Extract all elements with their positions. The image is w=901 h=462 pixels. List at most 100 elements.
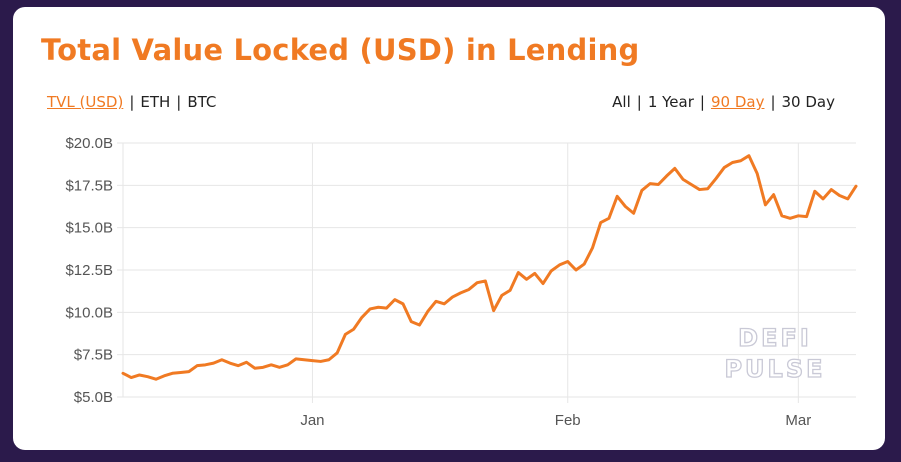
- tvl-data-point[interactable]: [341, 330, 349, 338]
- tvl-data-point[interactable]: [761, 201, 769, 209]
- range-option-all[interactable]: All: [612, 93, 631, 111]
- tvl-data-point[interactable]: [325, 356, 333, 364]
- x-tick-label: Feb: [555, 412, 581, 429]
- tvl-data-point[interactable]: [778, 212, 786, 220]
- tvl-data-point[interactable]: [720, 164, 728, 172]
- tvl-data-point[interactable]: [728, 158, 736, 166]
- tvl-data-point[interactable]: [531, 269, 539, 277]
- tvl-data-point[interactable]: [564, 258, 572, 266]
- tvl-data-point[interactable]: [836, 191, 844, 199]
- tvl-data-point[interactable]: [119, 369, 127, 377]
- tvl-data-point[interactable]: [556, 261, 564, 269]
- tvl-data-point[interactable]: [275, 363, 283, 371]
- tvl-data-point[interactable]: [712, 175, 720, 183]
- tvl-data-point[interactable]: [308, 357, 316, 365]
- tvl-data-point[interactable]: [473, 279, 481, 287]
- tvl-data-point[interactable]: [432, 297, 440, 305]
- tvl-data-point[interactable]: [210, 359, 218, 367]
- tvl-data-point[interactable]: [605, 214, 613, 222]
- tvl-data-point[interactable]: [844, 195, 852, 203]
- tvl-data-point[interactable]: [679, 175, 687, 183]
- chart-card: Total Value Locked (USD) in Lending TVL …: [13, 7, 885, 450]
- tvl-data-point[interactable]: [498, 291, 506, 299]
- tvl-data-point[interactable]: [621, 203, 629, 211]
- tvl-data-point[interactable]: [383, 304, 391, 312]
- tvl-data-point[interactable]: [687, 180, 695, 188]
- tvl-data-point[interactable]: [177, 368, 185, 376]
- tvl-data-point[interactable]: [547, 267, 555, 275]
- tvl-data-point[interactable]: [144, 373, 152, 381]
- range-option-90-day[interactable]: 90 Day: [710, 93, 765, 111]
- tvl-data-point[interactable]: [523, 275, 531, 283]
- tvl-data-point[interactable]: [852, 182, 860, 190]
- currency-option-tvl-usd[interactable]: TVL (USD): [47, 93, 124, 111]
- tvl-data-point[interactable]: [613, 192, 621, 200]
- currency-option-btc[interactable]: BTC: [187, 93, 217, 111]
- tvl-data-point[interactable]: [234, 362, 242, 370]
- tvl-data-point[interactable]: [374, 303, 382, 311]
- tvl-data-point[interactable]: [415, 321, 423, 329]
- tvl-data-point[interactable]: [185, 368, 193, 376]
- tvl-data-point[interactable]: [539, 280, 547, 288]
- tvl-data-point[interactable]: [350, 325, 358, 333]
- tvl-data-point[interactable]: [819, 195, 827, 203]
- tvl-data-point[interactable]: [506, 286, 514, 294]
- tvl-data-point[interactable]: [786, 214, 794, 222]
- tvl-data-point[interactable]: [333, 349, 341, 357]
- tvl-data-point[interactable]: [465, 285, 473, 293]
- tvl-data-point[interactable]: [654, 180, 662, 188]
- tvl-data-point[interactable]: [481, 277, 489, 285]
- tvl-data-point[interactable]: [424, 307, 432, 315]
- tvl-data-point[interactable]: [770, 191, 778, 199]
- tvl-data-point[interactable]: [292, 355, 300, 363]
- tvl-data-point[interactable]: [457, 289, 465, 297]
- y-tick-label: $15.0B: [65, 220, 113, 237]
- tvl-data-point[interactable]: [193, 362, 201, 370]
- tvl-data-point[interactable]: [127, 374, 135, 382]
- tvl-data-point[interactable]: [696, 186, 704, 194]
- tvl-data-point[interactable]: [391, 296, 399, 304]
- tvl-data-point[interactable]: [514, 269, 522, 277]
- tvl-data-point[interactable]: [827, 186, 835, 194]
- tvl-data-point[interactable]: [811, 187, 819, 195]
- range-option-30-day[interactable]: 30 Day: [781, 93, 835, 111]
- tvl-data-point[interactable]: [201, 361, 209, 369]
- tvl-data-point[interactable]: [597, 219, 605, 227]
- tvl-data-point[interactable]: [745, 152, 753, 160]
- tvl-data-point[interactable]: [399, 300, 407, 308]
- tvl-data-point[interactable]: [358, 313, 366, 321]
- currency-option-eth[interactable]: ETH: [140, 93, 171, 111]
- tvl-data-point[interactable]: [753, 169, 761, 177]
- tvl-data-point[interactable]: [737, 157, 745, 165]
- tvl-data-point[interactable]: [152, 375, 160, 383]
- tvl-data-point[interactable]: [317, 357, 325, 365]
- tvl-data-point[interactable]: [588, 244, 596, 252]
- tvl-data-point[interactable]: [366, 305, 374, 313]
- tvl-data-point[interactable]: [803, 213, 811, 221]
- tvl-data-point[interactable]: [580, 260, 588, 268]
- tvl-data-point[interactable]: [259, 363, 267, 371]
- tvl-data-point[interactable]: [135, 371, 143, 379]
- tvl-data-point[interactable]: [407, 318, 415, 326]
- tvl-data-point[interactable]: [630, 209, 638, 217]
- tvl-data-point[interactable]: [243, 358, 251, 366]
- tvl-data-point[interactable]: [267, 361, 275, 369]
- tvl-data-point[interactable]: [168, 369, 176, 377]
- tvl-data-point[interactable]: [572, 266, 580, 274]
- tvl-data-point[interactable]: [638, 186, 646, 194]
- tvl-data-point[interactable]: [251, 364, 259, 372]
- tvl-data-point[interactable]: [300, 356, 308, 364]
- tvl-data-point[interactable]: [284, 361, 292, 369]
- tvl-data-point[interactable]: [490, 307, 498, 315]
- tvl-data-point[interactable]: [226, 359, 234, 367]
- tvl-data-point[interactable]: [160, 372, 168, 380]
- tvl-data-point[interactable]: [448, 293, 456, 301]
- tvl-data-point[interactable]: [794, 212, 802, 220]
- tvl-data-point[interactable]: [440, 300, 448, 308]
- range-option-1-year[interactable]: 1 Year: [647, 93, 694, 111]
- tvl-data-point[interactable]: [646, 180, 654, 188]
- tvl-data-point[interactable]: [218, 356, 226, 364]
- tvl-data-point[interactable]: [663, 172, 671, 180]
- tvl-data-point[interactable]: [671, 164, 679, 172]
- tvl-data-point[interactable]: [704, 185, 712, 193]
